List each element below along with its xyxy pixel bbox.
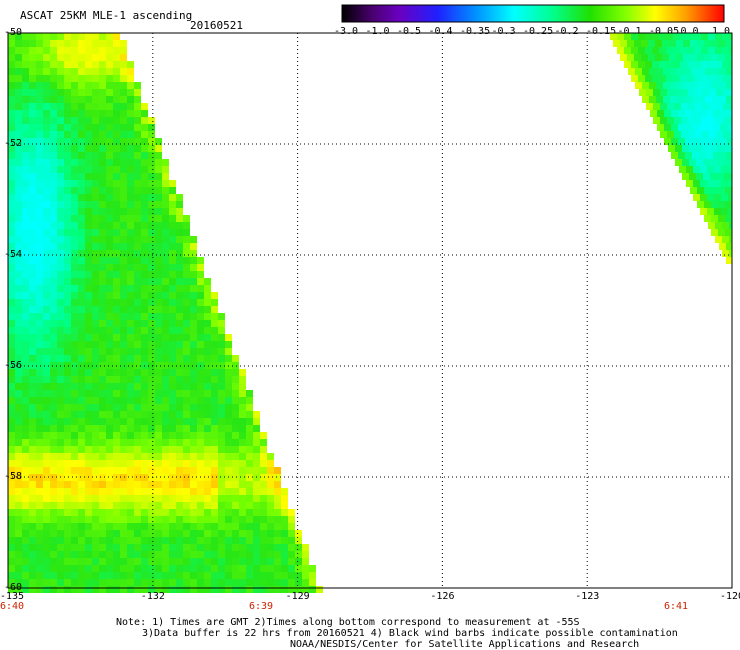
colorbar-tick-label: -0.5	[397, 26, 422, 37]
latitude-label: -58	[4, 471, 23, 482]
time-label: 6:39	[249, 601, 274, 612]
product-title: ASCAT 25KM MLE-1 ascending	[20, 9, 193, 22]
time-label: 6:40	[0, 601, 25, 612]
latitude-label: -54	[4, 249, 23, 260]
longitude-label: -120	[720, 591, 740, 602]
colorbar-tick-label: -0.15	[586, 26, 617, 37]
longitude-label: -135	[0, 591, 25, 602]
note-line-3: NOAA/NESDIS/Center for Satellite Applica…	[290, 639, 640, 650]
colorbar-tick-label: -0.4	[428, 26, 453, 37]
latitude-label: -50	[4, 27, 23, 38]
colorbar-tick-label: 0.0	[680, 26, 699, 37]
map-grid	[8, 33, 732, 588]
colorbar	[341, 4, 725, 23]
latitude-label: -60	[4, 582, 23, 593]
colorbar-tick-label: -0.35	[460, 26, 491, 37]
colorbar-tick-label: -0.3	[491, 26, 516, 37]
longitude-label: -123	[575, 591, 600, 602]
colorbar-tick-label: 1.0	[712, 26, 731, 37]
colorbar-tick-label: -0.25	[523, 26, 554, 37]
latitude-label: -56	[4, 360, 23, 371]
colorbar-tick-label: -0.05	[649, 26, 680, 37]
colorbar-tick-label: -1.0	[365, 26, 390, 37]
product-date: 20160521	[190, 19, 243, 32]
colorbar-tick-label: -0.2	[554, 26, 579, 37]
colorbar-tick-label: -3.0	[334, 26, 359, 37]
longitude-label: -126	[430, 591, 455, 602]
longitude-label: -132	[140, 591, 165, 602]
time-label: 6:41	[664, 601, 689, 612]
note-line-2: 3)Data buffer is 22 hrs from 20160521 4)…	[142, 628, 678, 639]
wind-swath	[8, 33, 732, 593]
note-line-1: Note: 1) Times are GMT 2)Times along bot…	[116, 617, 580, 628]
map-frame	[7, 32, 733, 589]
longitude-label: -129	[285, 591, 310, 602]
latitude-label: -52	[4, 138, 23, 149]
colorbar-tick-label: -0.1	[617, 26, 642, 37]
